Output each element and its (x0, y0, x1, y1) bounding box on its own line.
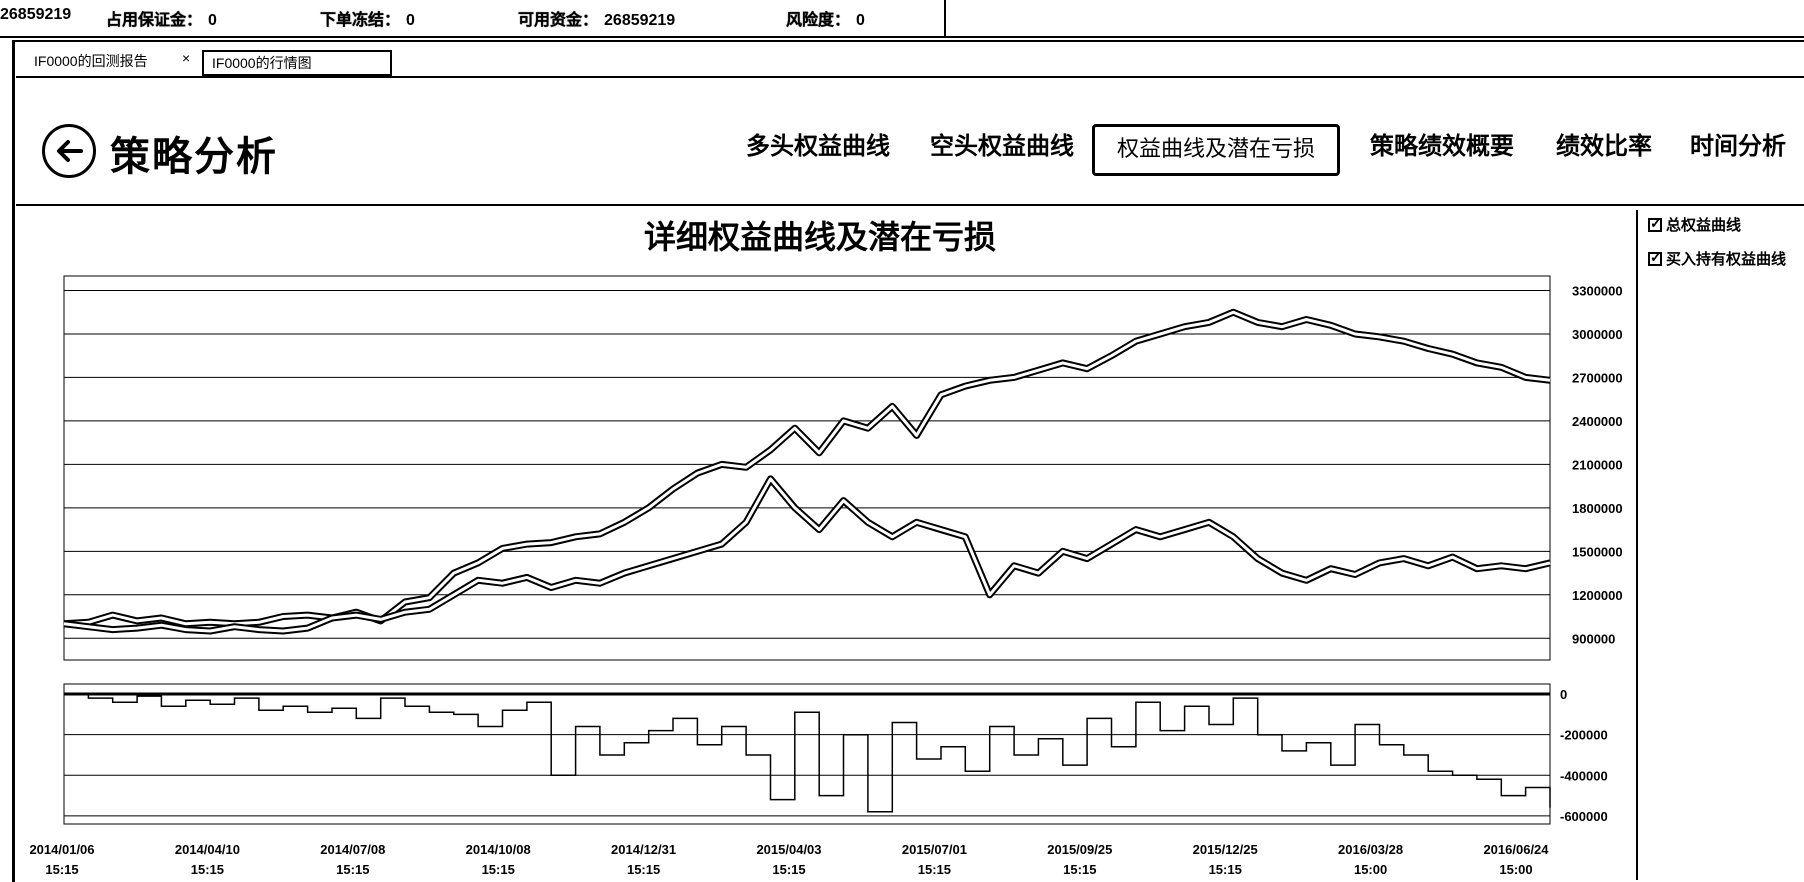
chart-title: 详细权益曲线及潜在亏损 (643, 218, 996, 256)
margin-value: 0 (208, 12, 217, 29)
x-tick-time: 15:15 (772, 862, 805, 877)
equity-y-ticks: 900000 1200000 1500000 1800000 2100000 240000… (1572, 283, 1623, 646)
available-label: 可用资金： (518, 12, 599, 29)
equity-lines (63, 308, 1551, 635)
equity-grid (63, 275, 1551, 661)
x-tick-date: 2015/12/25 (1193, 842, 1258, 857)
tab-divider (16, 76, 1804, 78)
risk-value: 0 (856, 12, 865, 29)
balance-value: 26859219 (0, 6, 72, 23)
window-frame (12, 40, 1804, 882)
x-tick-time: 15:00 (1354, 862, 1387, 877)
nav-performance-summary[interactable]: 策略绩效概要 (1370, 133, 1514, 160)
x-tick-date: 2015/07/01 (902, 842, 967, 857)
back-arrow-icon (57, 140, 83, 162)
equity-plot-border (63, 275, 1551, 661)
x-tick-time: 15:00 (1499, 862, 1532, 877)
equity-series-outline (63, 475, 1551, 635)
x-tick-time: 15:15 (45, 862, 78, 877)
drawdown-plot-border (63, 683, 1551, 825)
x-tick-date: 2014/07/08 (320, 842, 385, 857)
x-tick-time: 15:15 (1209, 862, 1242, 877)
nav-equity-drawdown[interactable]: 权益曲线及潜在亏损 (1092, 124, 1341, 176)
x-tick-time: 15:15 (482, 862, 515, 877)
x-tick-time: 15:15 (918, 862, 951, 877)
frozen-stat: 下单冻结： 0 (320, 6, 415, 30)
available-stat: 可用资金： 26859219 (518, 6, 675, 30)
nav-time-analysis[interactable]: 时间分析 (1690, 133, 1786, 160)
risk-label: 风险度： (786, 12, 851, 29)
x-tick-time: 15:15 (627, 862, 660, 877)
x-tick-time: 15:15 (336, 862, 369, 877)
drawdown-line (63, 693, 1551, 813)
equity-y-tick-label: 2100000 (1572, 457, 1623, 472)
back-button[interactable] (42, 124, 96, 178)
series-legend: 总权益曲线 买入持有权益曲线 (1636, 210, 1804, 880)
page-title: 策略分析 (110, 134, 278, 180)
equity-y-tick-label: 3000000 (1572, 327, 1623, 342)
frozen-value: 0 (406, 12, 415, 29)
drawdown-lines (63, 693, 1551, 813)
tab-quote-chart[interactable]: IF0000的行情图 (202, 50, 392, 76)
margin-stat: 占用保证金： 0 (106, 6, 217, 30)
available-value: 26859219 (604, 12, 676, 29)
analysis-header: 策略分析 多头权益曲线 空头权益曲线 权益曲线及潜在亏损 策略绩效概要 绩效比率… (16, 80, 1804, 206)
x-tick-date: 2014/04/10 (175, 842, 240, 857)
nav-performance-ratios[interactable]: 绩效比率 (1556, 133, 1652, 160)
time-x-ticks: 2014/01/06 15:15 2014/04/10 15:15 2014/07/08… (29, 842, 1549, 877)
equity-series-outline (63, 308, 1551, 628)
account-status-bar: 26859219 占用保证金： 0 下单冻结： 0 可用资金： 26859219 风险… (0, 0, 1804, 38)
total-equity-line (63, 310, 1551, 626)
nav-short-equity[interactable]: 空头权益曲线 (930, 133, 1074, 160)
status-divider (944, 0, 946, 36)
tab-close-icon[interactable]: × (182, 50, 191, 66)
x-tick-date: 2016/03/28 (1338, 842, 1403, 857)
x-tick-time: 15:15 (191, 862, 224, 877)
x-tick-date: 2015/04/03 (756, 842, 821, 857)
frozen-label: 下单冻结： (320, 12, 401, 29)
equity-y-tick-label: 1800000 (1572, 501, 1623, 516)
equity-y-tick-label: 1500000 (1572, 544, 1623, 559)
checkbox-checked-icon[interactable] (1648, 215, 1662, 232)
x-tick-time: 15:15 (1063, 862, 1096, 877)
x-tick-date: 2016/06/24 (1483, 842, 1549, 857)
legend-label: 买入持有权益曲线 (1666, 251, 1787, 268)
x-tick-date: 2014/12/31 (611, 842, 676, 857)
tab-backtest-report[interactable]: IF0000的回测报告 (26, 50, 202, 72)
drawdown-y-ticks: 0 -200000 -400000 -600000 (1560, 687, 1608, 824)
equity-y-tick-label: 900000 (1572, 631, 1615, 646)
checkbox-checked-icon[interactable] (1648, 249, 1662, 266)
x-tick-date: 2014/01/06 (29, 842, 94, 857)
drawdown-y-tick-label: 0 (1560, 687, 1567, 702)
drawdown-y-tick-label: -400000 (1560, 768, 1608, 783)
equity-y-tick-label: 3300000 (1572, 283, 1623, 298)
legend-total-equity[interactable]: 总权益曲线 (1648, 214, 1741, 235)
legend-label: 总权益曲线 (1666, 217, 1742, 234)
equity-drawdown-chart: 900000 1200000 1500000 1800000 2100000 240000… (29, 275, 1623, 877)
drawdown-y-tick-label: -200000 (1560, 728, 1608, 743)
equity-y-tick-label: 2700000 (1572, 370, 1623, 385)
x-tick-date: 2015/09/25 (1047, 842, 1112, 857)
nav-long-equity[interactable]: 多头权益曲线 (746, 133, 890, 160)
margin-label: 占用保证金： (106, 12, 203, 29)
drawdown-grid (63, 683, 1551, 825)
buy-hold-equity-line (63, 477, 1551, 633)
risk-stat: 风险度： 0 (786, 6, 865, 30)
legend-buy-hold-equity[interactable]: 买入持有权益曲线 (1648, 248, 1786, 269)
drawdown-y-tick-label: -600000 (1560, 809, 1608, 824)
x-tick-date: 2014/10/08 (466, 842, 531, 857)
equity-y-tick-label: 2400000 (1572, 414, 1623, 429)
equity-y-tick-label: 1200000 (1572, 588, 1623, 603)
